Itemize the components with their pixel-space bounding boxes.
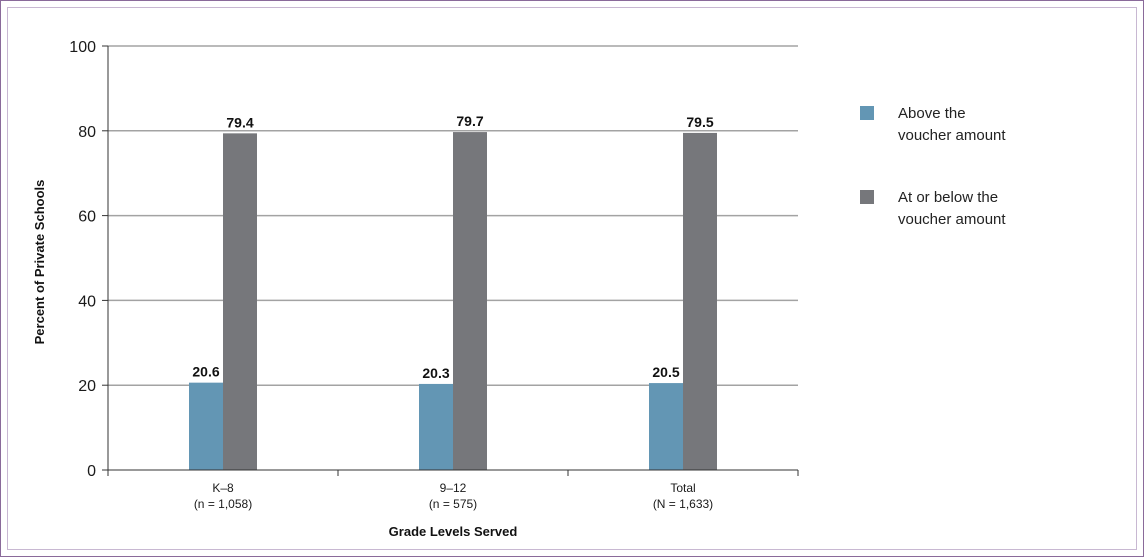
bar-series1-cat2 [683,132,717,471]
legend-label-1-line0: At or below the [898,189,998,206]
data-label-series0-cat2: 20.5 [652,364,679,380]
data-label-series1-cat2: 79.5 [686,114,713,130]
bar-series1-cat0 [223,133,257,470]
legend-swatch-0 [860,106,874,120]
x-category-labels: K–8 (n = 1,058) 9–12 (n = 575) Total (N = 1,6… [194,481,713,511]
y-tick-label-80: 80 [78,124,96,141]
legend: Above the voucher amount At or below the vo… [860,105,1006,228]
bar-series0-cat0 [189,382,223,470]
chart-inner-border [7,7,1137,550]
x-category-note-2: (N = 1,633) [653,497,713,511]
bar-series0-cat2 [649,383,683,470]
data-label-series1-cat0: 79.4 [226,114,253,130]
y-axis-title: Percent of Private Schools [32,180,47,345]
y-tick-label-20: 20 [78,378,96,395]
bars [189,132,717,471]
bar-series1-cat1 [453,132,487,470]
y-tick-label-0: 0 [87,463,96,480]
x-category-label-1: 9–12 [440,481,467,495]
y-tick-label-40: 40 [78,293,96,310]
data-label-series1-cat1: 79.7 [456,113,483,129]
y-tick-label-60: 60 [78,209,96,226]
legend-swatch-1 [860,190,874,204]
x-category-label-2: Total [670,481,695,495]
x-category-label-0: K–8 [212,481,234,495]
x-axis-title: Grade Levels Served [389,524,518,539]
data-label-series0-cat1: 20.3 [422,365,449,381]
data-labels: 20.6 79.4 20.3 79.7 20.5 79.5 [192,113,713,381]
x-category-note-1: (n = 575) [429,497,477,511]
legend-label-1-line1: voucher amount [898,211,1006,228]
y-tick-label-100: 100 [69,39,96,56]
bar-series0-cat1 [419,383,453,470]
x-category-note-0: (n = 1,058) [194,497,252,511]
axes [102,45,799,476]
legend-label-0-line0: Above the [898,105,966,122]
y-tick-labels: 0 20 40 60 80 100 [69,39,96,480]
data-label-series0-cat0: 20.6 [192,364,219,380]
legend-label-0-line1: voucher amount [898,127,1006,144]
